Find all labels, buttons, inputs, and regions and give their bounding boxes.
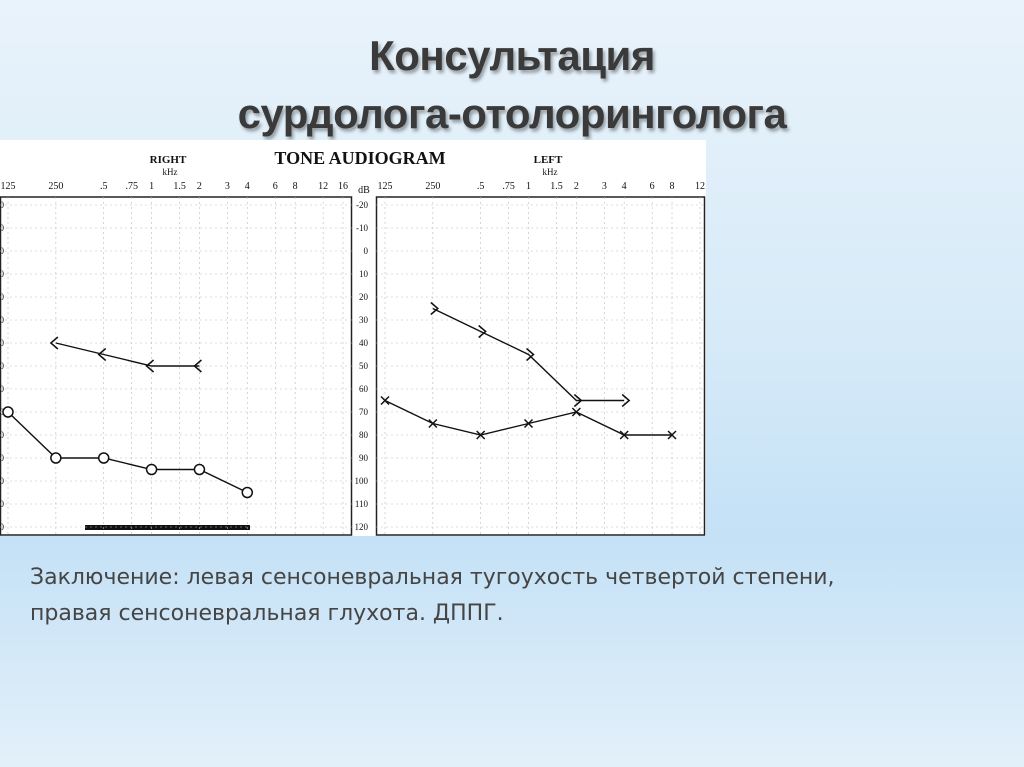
x-axis-label: kHz <box>543 167 558 177</box>
marker <box>97 452 110 464</box>
y-tick-label: -20 <box>0 200 4 210</box>
y-tick-label: 120 <box>0 522 5 532</box>
x-tick-label: 6 <box>650 181 655 192</box>
y-tick-label: 20 <box>359 292 369 302</box>
x-tick-label: .75 <box>125 181 138 192</box>
marker <box>49 336 59 350</box>
y-tick-label: 90 <box>0 453 5 463</box>
marker <box>241 486 254 499</box>
y-tick-label: 100 <box>355 476 369 486</box>
x-tick-label: .5 <box>100 181 108 192</box>
audiogram-title: TONE AUDIOGRAM <box>274 148 445 168</box>
marker <box>50 452 62 464</box>
x-tick-label: 3 <box>225 181 230 192</box>
slide-title: сурдолога-отолоринголога <box>237 90 787 137</box>
marker <box>619 430 629 440</box>
x-tick-label: 1.5 <box>173 181 186 192</box>
marker <box>573 393 583 408</box>
marker <box>430 301 439 316</box>
x-tick-label: 250 <box>48 181 63 192</box>
x-tick-label: 1.5 <box>550 181 563 192</box>
marker <box>667 430 677 440</box>
marker <box>193 463 206 476</box>
x-tick-label: 1 <box>149 181 154 192</box>
x-tick-label: 1 <box>526 181 531 192</box>
y-tick-label: 30 <box>0 315 5 325</box>
y-tick-label: -10 <box>356 223 368 233</box>
x-tick-label: 12 <box>695 181 705 192</box>
x-tick-label: 250 <box>425 181 440 192</box>
marker <box>2 406 14 418</box>
marker <box>571 407 581 417</box>
decoration <box>85 525 250 530</box>
marker <box>97 347 107 362</box>
marker <box>476 430 486 440</box>
conclusion-text: Заключение: левая сенсоневральная тугоух… <box>30 565 835 626</box>
y-tick-label: 110 <box>355 499 369 509</box>
x-tick-label: 6 <box>273 181 278 192</box>
y-tick-label: 80 <box>0 430 5 440</box>
x-tick-label: .5 <box>477 181 485 192</box>
y-tick-label: 20 <box>0 292 5 302</box>
x-tick-label: 4 <box>245 181 250 192</box>
x-tick-label: 2 <box>197 181 202 192</box>
x-tick-label: 8 <box>293 181 298 192</box>
y-tick-label: 10 <box>0 269 5 279</box>
x-tick-label: 12 <box>318 181 328 192</box>
marker <box>380 395 390 406</box>
series-line <box>7 411 248 494</box>
slide-title: Консультация <box>369 32 655 79</box>
marker <box>145 359 155 373</box>
y-tick-label: 10 <box>359 269 369 279</box>
marker <box>478 324 487 339</box>
x-tick-label: 16 <box>338 181 348 192</box>
series-line <box>432 307 625 402</box>
y-tick-label: 0 <box>364 246 369 256</box>
y-tick-label: 60 <box>359 384 369 394</box>
x-axis-label: kHz <box>163 167 178 177</box>
y-tick-label: 110 <box>0 499 4 509</box>
series-line <box>55 342 200 367</box>
y-tick-label: 90 <box>359 453 369 463</box>
x-tick-label: 4 <box>622 181 627 192</box>
y-tick-label: -10 <box>0 223 4 233</box>
y-tick-label: 120 <box>355 522 369 532</box>
x-tick-label: .75 <box>502 181 515 192</box>
marker <box>523 418 534 429</box>
x-tick-label: 3 <box>602 181 607 192</box>
y-tick-label: 60 <box>0 384 5 394</box>
y-tick-label: 40 <box>359 338 369 348</box>
y-tick-label: -20 <box>356 200 368 210</box>
audiogram-background <box>0 140 706 536</box>
y-tick-label: 50 <box>359 361 369 371</box>
marker <box>145 463 158 476</box>
y-tick-label: 40 <box>0 338 5 348</box>
ear-label: RIGHT <box>150 154 187 166</box>
x-tick-label: 125 <box>1 181 16 192</box>
y-axis-label: dB <box>358 185 370 196</box>
x-tick-label: 2 <box>574 181 579 192</box>
marker <box>526 347 535 362</box>
y-tick-label: 100 <box>0 476 5 486</box>
y-tick-label: 0 <box>0 246 5 256</box>
marker <box>193 359 202 373</box>
x-tick-label: 8 <box>670 181 675 192</box>
x-tick-label: 125 <box>378 181 393 192</box>
marker <box>621 393 631 408</box>
marker <box>428 418 438 429</box>
y-tick-label: 70 <box>359 407 369 417</box>
y-tick-label: 50 <box>0 361 5 371</box>
ear-label: LEFT <box>534 154 563 166</box>
y-tick-label: 80 <box>359 430 369 440</box>
y-tick-label: 30 <box>359 315 369 325</box>
